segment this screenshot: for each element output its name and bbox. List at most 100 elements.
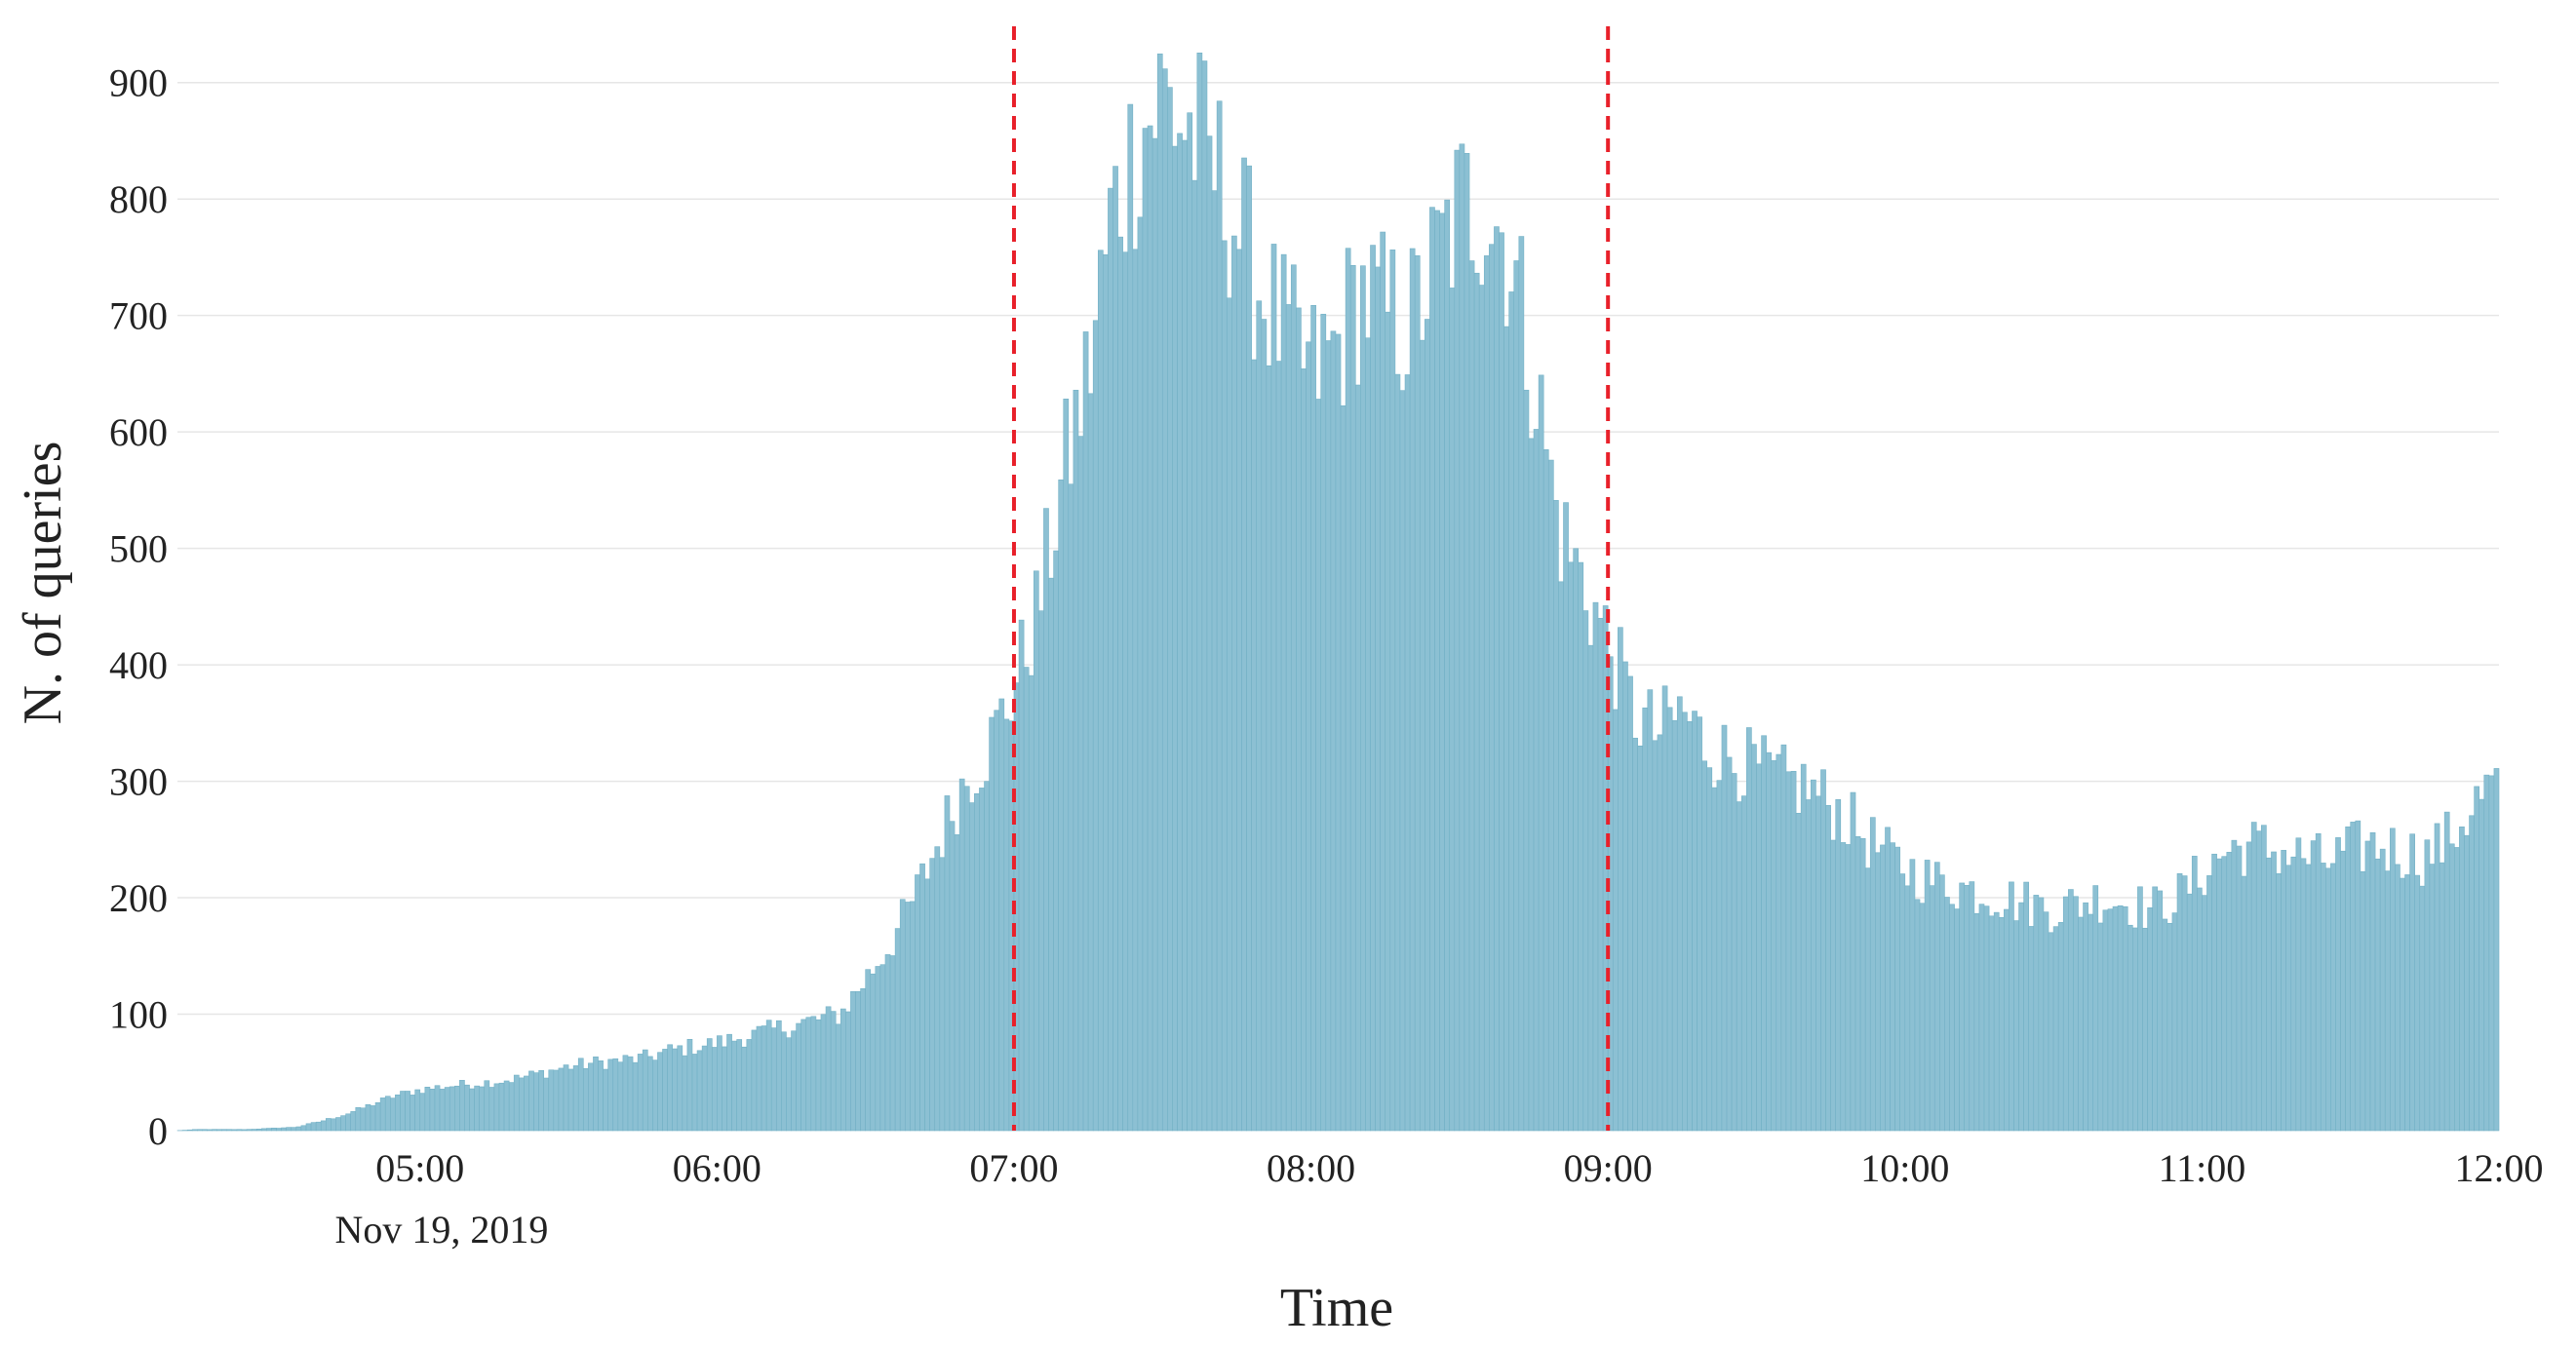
histogram-bar [1484, 255, 1489, 1131]
histogram-bar [1806, 799, 1811, 1131]
histogram-bar [1197, 53, 1202, 1131]
histogram-bar [1781, 745, 1786, 1131]
histogram-bar [1460, 144, 1464, 1131]
histogram-bar [449, 1087, 454, 1131]
x-tick-label: 06:00 [673, 1146, 761, 1190]
histogram-bar [1311, 305, 1316, 1131]
histogram-bar [207, 1130, 212, 1131]
histogram-bar [1415, 255, 1420, 1131]
histogram-bar [1653, 741, 1658, 1131]
histogram-bar [707, 1039, 712, 1131]
histogram-bar [1326, 341, 1331, 1131]
histogram-bar [549, 1070, 554, 1131]
histogram-bar [1692, 712, 1697, 1131]
histogram-bar [1558, 582, 1563, 1131]
histogram-bar [2335, 837, 2340, 1131]
histogram-bar [1811, 780, 1815, 1131]
histogram-bar [999, 699, 1004, 1131]
histogram-bar [1984, 906, 1989, 1131]
y-tick-label: 0 [148, 1109, 168, 1153]
histogram-bar [1514, 261, 1519, 1131]
histogram-bar [742, 1047, 747, 1131]
histogram-bar [2132, 928, 2137, 1131]
histogram-bar [2113, 906, 2118, 1131]
histogram-bar [2475, 787, 2479, 1131]
histogram-bar [568, 1069, 573, 1131]
histogram-bar [955, 834, 959, 1131]
y-tick-label: 200 [109, 876, 168, 920]
histogram-bar [564, 1065, 568, 1131]
histogram-bar [2246, 842, 2251, 1131]
histogram-bar [1702, 761, 1707, 1131]
histogram-bar [1217, 101, 1222, 1131]
histogram-bar [964, 787, 969, 1131]
histogram-bar [1321, 314, 1326, 1131]
histogram-bar [985, 782, 990, 1131]
histogram-bar [781, 1032, 786, 1131]
histogram-bar [692, 1054, 697, 1131]
histogram-bar [633, 1062, 638, 1131]
histogram-bar [1267, 366, 1271, 1131]
histogram-bar [905, 902, 910, 1131]
histogram-bar [1741, 796, 1746, 1131]
histogram-bar [1222, 241, 1227, 1131]
histogram-bar [1108, 188, 1112, 1131]
histogram-bar [247, 1130, 252, 1131]
histogram-bar [652, 1060, 657, 1131]
histogram-bar [974, 793, 979, 1131]
histogram-bar [499, 1083, 504, 1131]
histogram-bar [1618, 628, 1622, 1131]
y-tick-label: 600 [109, 410, 168, 454]
histogram-bar [1772, 760, 1776, 1131]
histogram-bar [1905, 886, 1910, 1131]
histogram-bar [2084, 903, 2088, 1131]
histogram-bar [761, 1026, 766, 1131]
histogram-bar [1365, 338, 1370, 1131]
histogram-bar [1024, 668, 1029, 1131]
histogram-bar [1069, 484, 1073, 1131]
histogram-bar [2311, 841, 2316, 1131]
histogram-bar [2206, 875, 2211, 1131]
histogram-bar [415, 1090, 420, 1131]
histogram-bar [361, 1108, 366, 1131]
histogram-bar [559, 1068, 564, 1131]
histogram-bar [1103, 254, 1108, 1131]
histogram-bar [1157, 54, 1162, 1131]
histogram-bar [1316, 399, 1321, 1131]
histogram-bar [1370, 246, 1375, 1131]
histogram-bar [712, 1047, 717, 1131]
histogram-bar [1073, 390, 1078, 1131]
histogram-bar [871, 974, 876, 1131]
histogram-bar [876, 966, 880, 1131]
histogram-bar [2405, 874, 2410, 1131]
histogram-bar [1212, 191, 1217, 1131]
histogram-bar [1133, 250, 1138, 1131]
histogram-bar [1796, 813, 1801, 1131]
histogram-bar [1712, 788, 1717, 1131]
histogram-bar [1930, 886, 1934, 1131]
histogram-bar [202, 1130, 207, 1131]
histogram-bar [485, 1081, 489, 1131]
histogram-bar [1717, 781, 1722, 1131]
histogram-bar [1613, 710, 1618, 1131]
histogram-bar [2291, 857, 2296, 1131]
histogram-bar [2167, 923, 2172, 1131]
histogram-bar [2004, 909, 2009, 1131]
histogram-bar [861, 988, 866, 1131]
histogram-bar [2370, 832, 2375, 1131]
histogram-bar [1301, 368, 1306, 1131]
histogram-bar [2346, 827, 2351, 1131]
histogram-bar [2222, 857, 2227, 1131]
histogram-bar [1885, 828, 1890, 1131]
histogram-bar [1376, 267, 1381, 1131]
histogram-bar [2063, 897, 2068, 1131]
histogram-bar [2039, 898, 2044, 1131]
histogram-bar [1148, 126, 1152, 1131]
histogram-bar [519, 1078, 524, 1131]
histogram-bar [1891, 843, 1895, 1131]
histogram-bar [895, 929, 900, 1131]
histogram-bar [1143, 129, 1148, 1131]
histogram-bar [2068, 890, 2073, 1131]
